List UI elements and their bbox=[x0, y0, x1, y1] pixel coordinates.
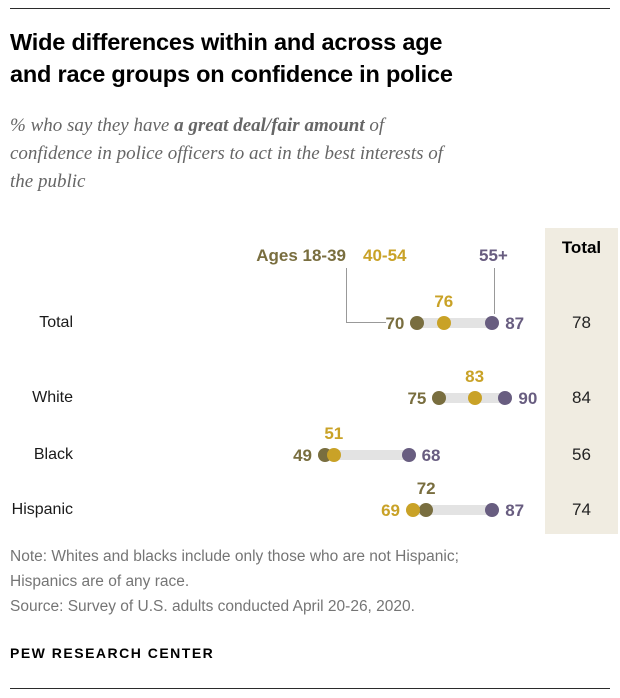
row-label: Hispanic bbox=[11, 501, 73, 518]
dot-55- bbox=[485, 316, 500, 330]
value-label-right: 87 bbox=[505, 501, 525, 520]
page-title-line1: Wide differences within and across age bbox=[10, 29, 443, 55]
chart-subtitle: % who say they have a great deal/fair am… bbox=[10, 112, 443, 196]
total-value: 84 bbox=[572, 388, 591, 407]
chart-subtitle-line1: % who say they have a great deal/fair am… bbox=[10, 112, 443, 140]
leader-line-18-39-vertical bbox=[346, 268, 347, 323]
dot-track bbox=[410, 318, 500, 328]
dot-55- bbox=[485, 503, 500, 517]
page-title-line2: and race groups on confidence in police bbox=[10, 61, 453, 87]
total-column-background bbox=[545, 228, 618, 534]
dot-40-54 bbox=[406, 503, 420, 517]
dot-40-54 bbox=[467, 391, 482, 405]
row-label: White bbox=[32, 389, 73, 406]
subtitle-suffix: of bbox=[364, 115, 385, 136]
value-label-left: 69 bbox=[381, 501, 400, 520]
pew-research-center-brand: PEW RESEARCH CENTER bbox=[10, 645, 215, 661]
value-label-above: 76 bbox=[434, 292, 454, 311]
dot-ages-18-39 bbox=[410, 316, 425, 330]
note-line2: Hispanics are of any race. bbox=[10, 573, 190, 590]
value-label-above: 51 bbox=[324, 424, 344, 443]
value-label-right: 90 bbox=[518, 389, 538, 408]
source-line: Source: Survey of U.S. adults conducted … bbox=[10, 598, 415, 615]
dot-ages-18-39 bbox=[419, 503, 434, 517]
leader-line-18-39-horizontal bbox=[346, 322, 386, 323]
chart-subtitle-line3: the public bbox=[10, 171, 86, 192]
dot-ages-18-39 bbox=[432, 391, 447, 405]
row-label: Black bbox=[33, 446, 73, 463]
value-label-above: 72 bbox=[416, 479, 436, 498]
dot-55- bbox=[498, 391, 513, 405]
total-column-header: Total bbox=[561, 238, 602, 257]
legend-55-plus: 55+ bbox=[479, 246, 508, 265]
legend-40-54: 40-54 bbox=[363, 246, 407, 265]
total-value: 74 bbox=[572, 500, 591, 519]
note-line1: Note: Whites and blacks include only tho… bbox=[10, 548, 459, 565]
value-label-left: 70 bbox=[385, 314, 405, 333]
dot-plot-chart: Total Ages 18-39 40-54 55+ Total 70 76 87 78… bbox=[0, 206, 620, 538]
dot-track bbox=[406, 505, 500, 515]
leader-line-55-plus-vertical bbox=[494, 268, 495, 314]
total-value: 78 bbox=[572, 313, 591, 332]
value-label-above: 83 bbox=[465, 367, 485, 386]
subtitle-prefix: % who say they have bbox=[10, 115, 175, 136]
chart-notes: Note: Whites and blacks include only tho… bbox=[10, 544, 459, 619]
subtitle-bold-phrase: a great deal/fair amount bbox=[174, 115, 365, 136]
bottom-rule bbox=[10, 688, 610, 689]
row-label: Total bbox=[39, 314, 73, 331]
value-label-left: 75 bbox=[407, 389, 427, 408]
legend-ages-18-39: Ages 18-39 bbox=[256, 246, 346, 265]
dot-track bbox=[318, 450, 416, 460]
page-title: Wide differences within and across age a… bbox=[10, 26, 453, 90]
value-label-right: 87 bbox=[505, 314, 525, 333]
value-label-left: 49 bbox=[293, 446, 312, 465]
dot-40-54 bbox=[326, 448, 341, 462]
top-rule bbox=[10, 8, 610, 9]
dot-55- bbox=[401, 448, 416, 462]
total-value: 56 bbox=[572, 445, 591, 464]
dot-40-54 bbox=[436, 316, 451, 330]
value-label-right: 68 bbox=[421, 446, 441, 465]
chart-subtitle-line2: confidence in police officers to act in … bbox=[10, 143, 444, 164]
